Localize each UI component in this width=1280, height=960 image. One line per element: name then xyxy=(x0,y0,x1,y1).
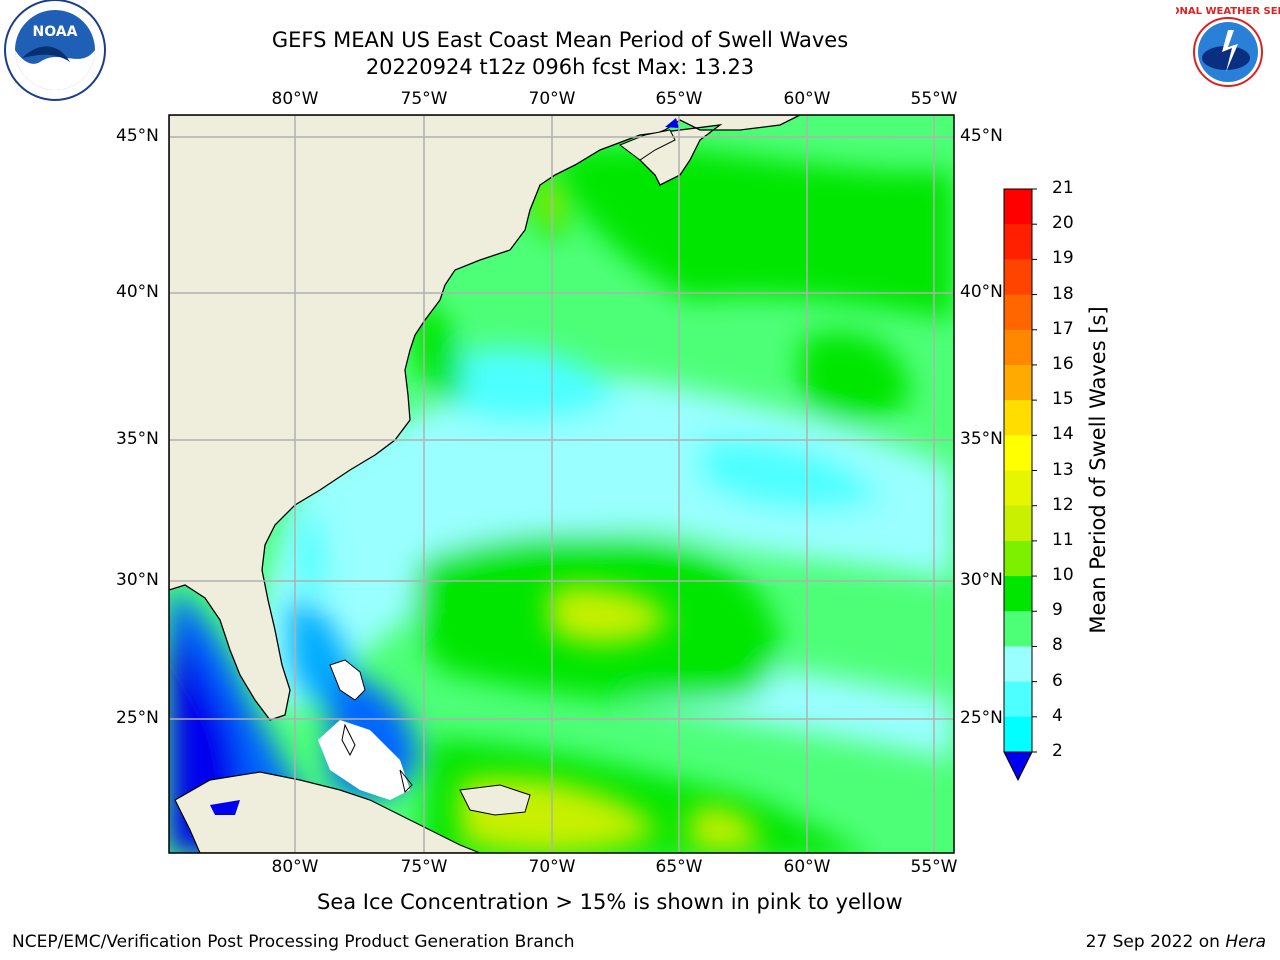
lon-label-bottom-65w: 65°W xyxy=(655,857,703,877)
lat-label-right-25n: 25°N xyxy=(960,708,1003,728)
colorbar-bin xyxy=(1004,470,1032,507)
lat-label-left-35n: 35°N xyxy=(116,429,159,449)
nws-logo-text: NATIONAL WEATHER SERVICE xyxy=(1176,6,1280,17)
lat-label-right-35n: 35°N xyxy=(960,429,1003,449)
colorbar-extend-arrow xyxy=(1003,751,1033,782)
footer-date: 27 Sep 2022 on Hera xyxy=(1086,932,1266,952)
lon-label-top-80w: 80°W xyxy=(271,89,319,109)
lat-label-right-45n: 45°N xyxy=(960,126,1003,146)
lon-label-bottom-55w: 55°W xyxy=(910,857,958,877)
lon-label-top-60w: 60°W xyxy=(783,89,831,109)
lon-label-bottom-70w: 70°W xyxy=(528,857,576,877)
colorbar-bin xyxy=(1004,576,1032,612)
colorbar-bin xyxy=(1004,540,1032,577)
footer-date-text: 27 Sep 2022 on xyxy=(1085,932,1226,952)
colorbar-tick-label: 4 xyxy=(1052,705,1063,726)
colorbar-bin xyxy=(1004,646,1032,683)
colorbar-tick-label: 10 xyxy=(1052,565,1074,586)
colorbar-bin xyxy=(1004,681,1032,718)
colorbar-bin xyxy=(1004,189,1032,225)
colorbar-bin xyxy=(1004,294,1032,331)
lat-label-left-45n: 45°N xyxy=(116,126,159,146)
nws-logo-icon: NATIONAL WEATHER SERVICE xyxy=(1176,4,1280,100)
sea-ice-note: Sea Ice Concentration > 15% is shown in … xyxy=(317,890,903,914)
noaa-logo-text: NOAA xyxy=(33,24,78,40)
colorbar-bin xyxy=(1004,611,1032,647)
colorbar-tick-label: 21 xyxy=(1052,178,1074,198)
colorbar-bin xyxy=(1004,329,1032,366)
footer-credit: NCEP/EMC/Verification Post Processing Pr… xyxy=(12,932,575,952)
colorbar-bin xyxy=(1004,364,1032,401)
colorbar-tick-label: 8 xyxy=(1052,635,1063,656)
lat-label-right-30n: 30°N xyxy=(960,570,1003,590)
map-field xyxy=(169,115,954,853)
map-frame xyxy=(168,114,955,854)
colorbar-tick-label: 18 xyxy=(1052,283,1074,304)
footer-host: Hera xyxy=(1225,932,1266,952)
colorbar-bin xyxy=(1004,716,1032,753)
chart-subtitle: 20220924 t12z 096h fcst Max: 13.23 xyxy=(365,55,755,79)
colorbar-bin xyxy=(1004,400,1032,436)
colorbar-tick-label: 11 xyxy=(1052,529,1074,550)
colorbar xyxy=(1003,188,1037,782)
chart-title: GEFS MEAN US East Coast Mean Period of S… xyxy=(271,28,849,52)
colorbar-tick-label: 12 xyxy=(1052,494,1074,515)
colorbar-tick-label: 20 xyxy=(1052,213,1074,234)
colorbar-tick-label: 6 xyxy=(1052,670,1063,691)
colorbar-tick-label: 2 xyxy=(1052,741,1063,761)
lon-label-top-55w: 55°W xyxy=(910,89,958,109)
colorbar-bin xyxy=(1004,435,1032,471)
colorbar-tick-label: 16 xyxy=(1052,353,1074,374)
lon-label-bottom-75w: 75°W xyxy=(400,857,448,877)
colorbar-title: Mean Period of Swell Waves [s] xyxy=(1086,306,1110,634)
lon-label-top-65w: 65°W xyxy=(655,89,703,109)
lon-label-bottom-80w: 80°W xyxy=(271,857,319,877)
colorbar-tick-label: 17 xyxy=(1052,318,1074,339)
lat-label-left-25n: 25°N xyxy=(116,708,159,728)
lon-label-top-70w: 70°W xyxy=(528,89,576,109)
lat-label-left-30n: 30°N xyxy=(116,570,159,590)
map-gridlines xyxy=(169,115,954,853)
lon-label-bottom-60w: 60°W xyxy=(783,857,831,877)
lat-label-right-40n: 40°N xyxy=(960,282,1003,302)
colorbar-bin xyxy=(1004,224,1032,260)
lat-label-left-40n: 40°N xyxy=(116,282,159,302)
colorbar-tick-label: 14 xyxy=(1052,424,1074,445)
colorbar-tick-label: 13 xyxy=(1052,459,1074,480)
colorbar-bin xyxy=(1004,505,1032,542)
colorbar-tick-label: 9 xyxy=(1052,600,1063,621)
colorbar-bin xyxy=(1004,259,1032,296)
noaa-logo-icon: NOAA xyxy=(4,0,106,101)
colorbar-tick-label: 15 xyxy=(1052,389,1074,410)
lon-label-top-75w: 75°W xyxy=(400,89,448,109)
colorbar-tick-label: 19 xyxy=(1052,248,1074,269)
